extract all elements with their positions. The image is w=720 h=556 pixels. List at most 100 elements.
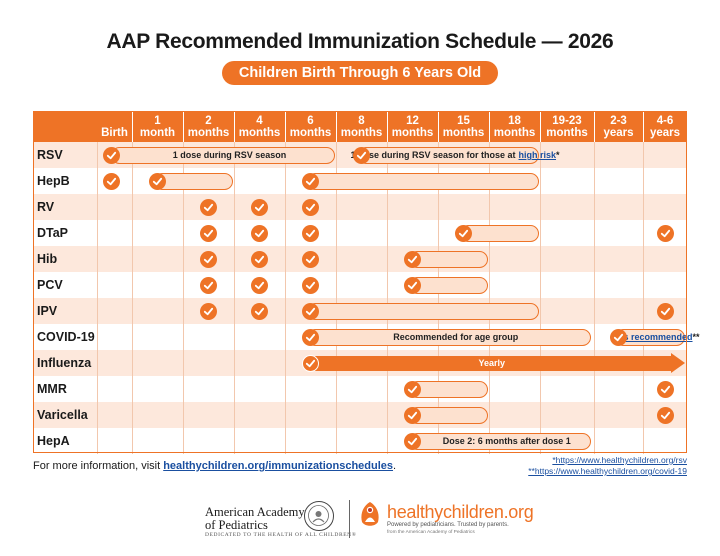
check-icon	[200, 198, 217, 216]
aap-seal-icon	[304, 501, 334, 531]
vaccine-label: Varicella	[37, 408, 88, 422]
checkmark-glyph	[660, 411, 670, 419]
checkmark-glyph	[203, 255, 214, 263]
column-header-bottom: months	[546, 127, 588, 139]
dose-range-bar: 1 dose during RSV season	[110, 146, 335, 164]
bar-label: 1 dose during RSV season	[172, 150, 287, 160]
column-divider	[183, 142, 184, 454]
dose-range-bar	[306, 302, 539, 320]
header-divider	[540, 111, 541, 142]
column-divider	[643, 142, 644, 454]
checkmark-glyph	[305, 333, 316, 341]
row-background	[33, 272, 687, 298]
bar-link[interactable]: As recommended	[616, 332, 693, 342]
column-header-top: 18	[508, 115, 521, 127]
dose-range-bar: 1 dose during RSV season for those at hig…	[350, 146, 560, 164]
column-divider	[489, 142, 490, 454]
checkmark-glyph	[407, 281, 418, 289]
column-divider	[438, 142, 439, 454]
row-background	[33, 220, 687, 246]
schedules-link[interactable]: healthychildren.org/immunizationschedule…	[163, 460, 394, 472]
arrow-head-icon	[671, 353, 685, 373]
check-icon	[251, 302, 268, 320]
header-divider	[183, 111, 184, 142]
checkmark-glyph	[407, 255, 418, 263]
column-header: 12 months	[387, 111, 438, 142]
column-divider	[336, 142, 337, 454]
checkmark-glyph	[305, 229, 316, 237]
vaccine-label: COVID-19	[37, 330, 95, 344]
row-background	[33, 402, 687, 428]
check-icon	[302, 250, 319, 268]
dose-range-bar: Recommended for age group	[306, 328, 591, 346]
check-icon	[302, 198, 319, 216]
covid-footnote-link[interactable]: **https://www.healthychildren.org/covid-…	[528, 466, 687, 476]
more-info-prefix: For more information, visit	[33, 460, 164, 472]
vaccine-label: RSV	[37, 148, 63, 162]
checkmark-glyph	[407, 385, 418, 393]
header-divider	[285, 111, 286, 142]
checkmark-glyph	[254, 229, 265, 237]
row-background	[33, 246, 687, 272]
logo-divider	[349, 500, 350, 538]
vaccine-label: IPV	[37, 304, 58, 318]
checkmark-glyph	[407, 411, 418, 419]
bar-suffix: *	[556, 150, 560, 160]
column-header: 8 months	[336, 111, 387, 142]
column-header: 2-3 years	[594, 111, 643, 142]
dose-range-bar	[306, 172, 539, 190]
column-divider	[594, 142, 595, 454]
checkmark-glyph	[407, 437, 418, 445]
check-icon	[404, 276, 421, 294]
checkmark-glyph	[203, 281, 214, 289]
aap-line1: American Academy	[205, 505, 305, 519]
column-divider	[285, 142, 286, 454]
column-header-bottom: months	[238, 127, 281, 139]
column-header-top: 2	[205, 115, 212, 127]
column-header-top: 19-23	[552, 115, 582, 127]
column-header-top: 4	[256, 115, 263, 127]
column-header: 4 months	[234, 111, 285, 142]
check-icon	[404, 406, 421, 424]
column-header-top: 6	[307, 115, 314, 127]
subtitle-pill: Children Birth Through 6 Years Old	[222, 61, 498, 85]
check-icon	[455, 224, 472, 242]
yearly-label: Yearly	[478, 358, 506, 368]
column-header-bottom: months	[187, 127, 230, 139]
checkmark-glyph	[660, 385, 670, 393]
check-icon	[302, 328, 319, 346]
vaccine-label: HepB	[37, 174, 70, 188]
column-divider	[234, 142, 235, 454]
column-header-bottom: months	[340, 127, 383, 139]
check-icon	[200, 224, 217, 242]
checkmark-glyph	[254, 281, 265, 289]
checkmark-glyph	[305, 281, 316, 289]
hc-name-b: children.org	[442, 502, 534, 522]
vaccine-label: DTaP	[37, 226, 69, 240]
column-header: 18 months	[489, 111, 540, 142]
checkmark-glyph	[660, 229, 670, 237]
column-header-top: 4-6	[656, 115, 674, 127]
check-icon	[200, 276, 217, 294]
row-background	[33, 194, 687, 220]
checkmark-glyph	[305, 255, 316, 263]
header-divider	[594, 111, 595, 142]
check-icon	[251, 224, 268, 242]
checkmark-glyph	[203, 203, 214, 211]
dose-range-bar: Dose 2: 6 months after dose 1	[408, 432, 591, 450]
checkmark-glyph	[203, 307, 214, 315]
column-header-bottom: month	[139, 127, 176, 139]
bar-link[interactable]: high risk	[518, 150, 557, 160]
page-title: AAP Recommended Immunization Schedule — …	[106, 30, 614, 53]
column-header-top: 15	[457, 115, 470, 127]
checkmark-glyph	[458, 229, 469, 237]
checkmark-glyph	[152, 177, 163, 185]
hc-name-a: healthy	[387, 502, 443, 522]
column-divider	[540, 142, 541, 454]
rsv-footnote-link[interactable]: *https://www.healthychildren.org/rsv	[552, 455, 687, 465]
header-divider	[438, 111, 439, 142]
column-header-bottom: years	[603, 127, 634, 139]
schedule-grid: Birth 1 month 2 months 4 months 6 months 8 months 1…	[33, 111, 700, 454]
checkmark-glyph	[305, 359, 316, 367]
check-icon	[610, 328, 627, 346]
